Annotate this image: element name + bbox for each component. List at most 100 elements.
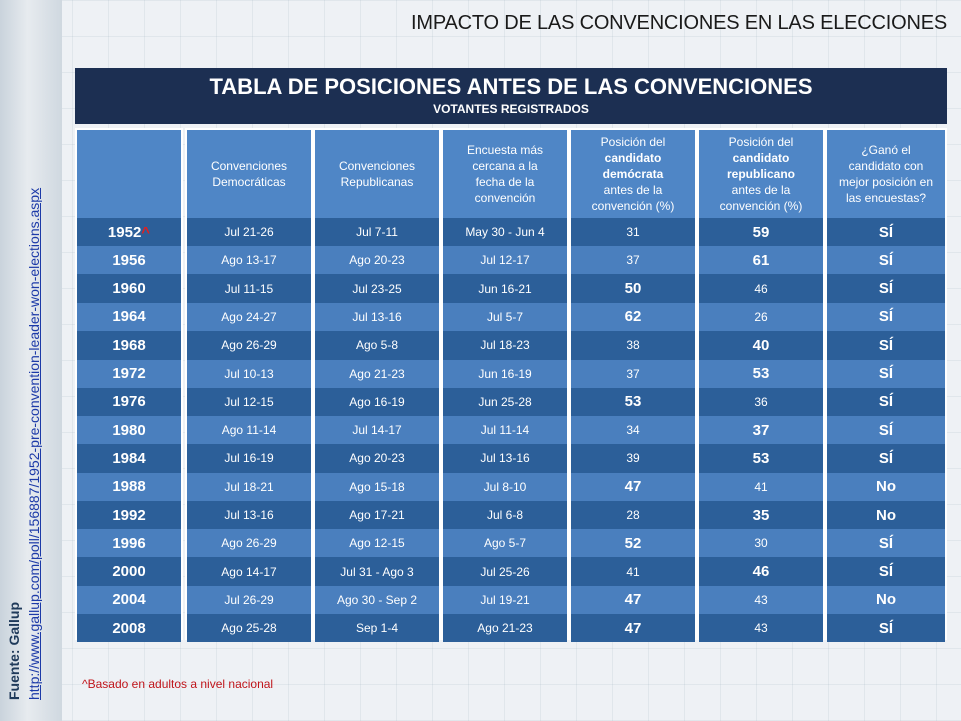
source-block: Fuente: Gallup http://www.gallup.com/pol…	[4, 188, 44, 700]
year-cell: 2000	[77, 557, 181, 586]
dem-pos-cell: 37	[571, 246, 695, 275]
rep-conv-column-body: Convenciones Republicanas Jul 7-11 Ago 20…	[315, 130, 439, 643]
dem-pos-column-body: Posición del candidato demócrata antes d…	[571, 130, 695, 643]
won-cell-text: SÍ	[878, 308, 894, 326]
rep-conv-cell: Ago 15-18	[315, 472, 439, 501]
rep-conv-header: Convenciones Republicanas	[315, 130, 439, 218]
poll-cell: Jun 16-19	[443, 359, 567, 388]
source-link[interactable]: http://www.gallup.com/poll/156887/1952-p…	[26, 187, 42, 700]
dem-conv-cell: Jul 10-13	[187, 359, 311, 388]
rep-pos-cell-text: 46	[752, 563, 770, 581]
dem-pos-header-bold: candidato demócrata	[602, 151, 664, 181]
rep-pos-cell: 41	[699, 472, 823, 501]
rep-pos-cell: 26	[699, 302, 823, 331]
table-title: TABLA DE POSICIONES ANTES DE LAS CONVENC…	[209, 74, 813, 99]
won-cell: SÍ	[827, 387, 945, 416]
won-cell: SÍ	[827, 614, 945, 643]
rep-conv-cell-text: Ago 20-23	[349, 451, 405, 466]
year-cell: 1952 ^	[77, 218, 181, 246]
poll-cell-text: Jul 5-7	[486, 309, 524, 324]
rep-pos-column: Posición del candidato republicano antes…	[697, 128, 825, 643]
poll-cell: Jul 12-17	[443, 246, 567, 275]
dem-pos-cell: 38	[571, 331, 695, 360]
year-cell: 1984	[77, 444, 181, 473]
dem-pos-cell: 41	[571, 557, 695, 586]
poll-cell: Jun 16-21	[443, 274, 567, 303]
year-cell-text: 1964	[112, 308, 146, 326]
won-cell-text: No	[876, 506, 896, 524]
rep-conv-cell: Ago 20-23	[315, 246, 439, 275]
poll-header: Encuesta más cercana a la fecha de la co…	[443, 130, 567, 218]
rep-pos-cell-text: 53	[752, 449, 770, 467]
rep-pos-cell-text: 41	[754, 479, 768, 494]
poll-cell: May 30 - Jun 4	[443, 218, 567, 246]
rep-pos-cell: 46	[699, 557, 823, 586]
dem-pos-cell-text: 41	[626, 564, 640, 579]
rep-conv-cell: Sep 1-4	[315, 614, 439, 643]
won-cell: SÍ	[827, 416, 945, 445]
poll-cell-text: Ago 21-23	[477, 621, 533, 636]
poll-cell-text: Jul 11-14	[480, 423, 530, 438]
dem-pos-cell: 52	[571, 529, 695, 558]
rep-conv-cell: Jul 13-16	[315, 302, 439, 331]
won-column: ¿Ganó el candidato con mejor posición en…	[825, 128, 947, 643]
rep-conv-cell: Ago 17-21	[315, 501, 439, 529]
dem-pos-header-pre: Posición del	[600, 135, 666, 149]
dem-conv-cell-text: Ago 11-14	[221, 423, 277, 438]
rep-pos-cell: 46	[699, 274, 823, 303]
won-cell: SÍ	[827, 218, 945, 246]
won-cell: No	[827, 472, 945, 501]
dem-pos-cell-text: 53	[624, 393, 642, 411]
won-cell-text: SÍ	[878, 223, 894, 241]
dem-conv-cell-text: Jul 16-19	[224, 451, 274, 466]
won-cell: SÍ	[827, 274, 945, 303]
dem-conv-cell-text: Ago 25-28	[221, 621, 277, 636]
rep-conv-cell-text: Ago 20-23	[349, 253, 405, 268]
dem-conv-cell-text: Jul 11-15	[224, 281, 274, 296]
year-cell-text: 1980	[112, 421, 146, 439]
rep-pos-cell-text: 43	[754, 621, 768, 636]
year-cell: 1972	[77, 359, 181, 388]
dem-pos-cell: 47	[571, 472, 695, 501]
year-cell: 2004	[77, 585, 181, 614]
poll-column: Encuesta más cercana a la fecha de la co…	[441, 128, 569, 643]
poll-cell: Ago 5-7	[443, 529, 567, 558]
dem-conv-cell-text: Ago 26-29	[221, 536, 277, 551]
poll-cell-text: Ago 5-7	[483, 536, 527, 551]
dem-pos-cell-text: 39	[626, 451, 640, 466]
rep-pos-column-body: Posición del candidato republicano antes…	[699, 130, 823, 643]
rep-conv-cell-text: Jul 23-25	[352, 281, 402, 296]
dem-conv-cell-text: Jul 10-13	[224, 366, 274, 381]
rep-conv-cell: Ago 21-23	[315, 359, 439, 388]
dem-pos-cell-text: 62	[624, 308, 642, 326]
rep-conv-cell: Ago 20-23	[315, 444, 439, 473]
year-cell-text: 2000	[112, 563, 146, 581]
won-cell: No	[827, 501, 945, 529]
rep-conv-cell: Jul 31 - Ago 3	[315, 557, 439, 586]
year-cell-text: 1956	[112, 251, 146, 269]
rep-conv-cell-text: Ago 16-19	[349, 394, 405, 409]
rep-pos-cell: 43	[699, 585, 823, 614]
rep-pos-cell: 53	[699, 359, 823, 388]
rep-conv-cell-text: Ago 17-21	[349, 508, 405, 522]
year-cell-text: 1988	[112, 478, 146, 496]
year-column: 1952 ^ 1956 1960 1964 1968 1972 1976 1980 1984 198…	[75, 128, 183, 643]
won-cell-text: SÍ	[878, 280, 894, 298]
poll-cell-text: Jul 25-26	[480, 564, 530, 579]
rep-pos-cell-text: 61	[752, 251, 770, 269]
dem-pos-cell: 50	[571, 274, 695, 303]
year-cell: 1956	[77, 246, 181, 275]
won-cell-text: SÍ	[878, 365, 894, 382]
dem-pos-cell: 39	[571, 444, 695, 473]
dem-pos-cell: 62	[571, 302, 695, 331]
table-title-band: TABLA DE POSICIONES ANTES DE LAS CONVENC…	[75, 68, 947, 124]
year-cell: 1996	[77, 529, 181, 558]
year-cell-text: 1976	[112, 393, 146, 411]
poll-cell: Jul 5-7	[443, 302, 567, 331]
poll-cell-text: Jun 16-21	[478, 281, 532, 296]
year-cell-text: 2008	[112, 619, 146, 637]
rep-conv-cell: Jul 23-25	[315, 274, 439, 303]
table-subtitle: VOTANTES REGISTRADOS	[433, 102, 589, 116]
year-cell: 1964	[77, 302, 181, 331]
won-cell: SÍ	[827, 444, 945, 473]
